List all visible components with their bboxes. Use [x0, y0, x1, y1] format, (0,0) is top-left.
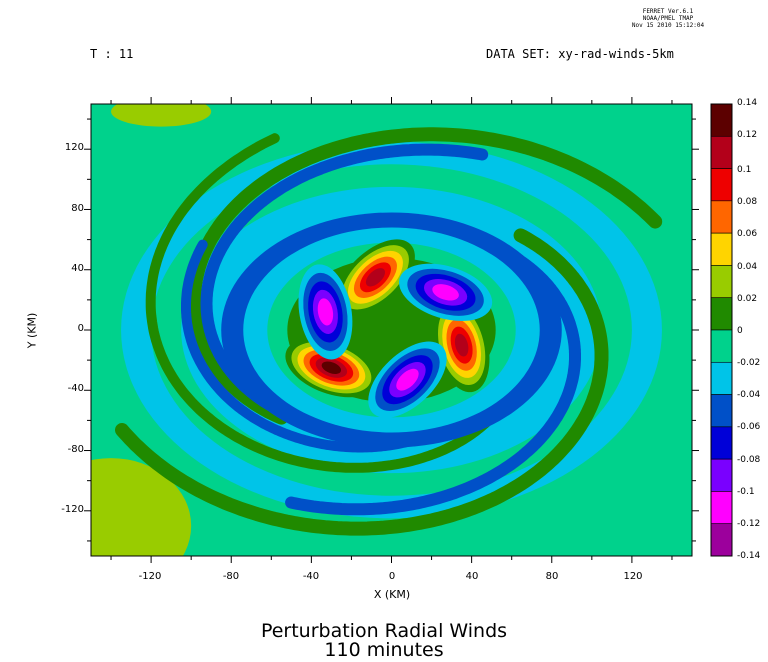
colorbar-swatch [710, 361, 733, 395]
y-tick-label: 40 [71, 263, 84, 274]
colorbar-frame [710, 103, 733, 557]
colorbar-swatch [710, 426, 733, 460]
y-axis-label: Y (KM) [25, 312, 39, 349]
spiral-band [187, 127, 663, 425]
spiral-band [115, 228, 609, 536]
chart-title: Perturbation Radial Winds [260, 620, 508, 642]
colorbar-swatch [710, 200, 733, 234]
y-tick-label: 80 [71, 203, 84, 214]
x-tick-label: -40 [302, 571, 320, 582]
x-tick-label: -120 [138, 571, 162, 582]
x-tick-label: 80 [545, 571, 559, 582]
colorbar-label: -0.06 [737, 422, 761, 432]
stamp-line: Nov 15 2010 15:12:04 [631, 22, 705, 29]
negative-lobe [432, 284, 459, 301]
y-tick-label: 0 [77, 323, 84, 334]
colorbar-label: 0.06 [737, 229, 758, 239]
chart-subtitle: 110 minutes [324, 639, 444, 661]
colorbar-swatch [710, 491, 733, 525]
y-tick-label: -120 [61, 504, 84, 515]
positive-lobe [454, 333, 469, 357]
colorbar-label: 0.04 [737, 262, 758, 272]
positive-lobe [321, 361, 342, 374]
colorbar-label: 0.12 [737, 130, 758, 140]
colorbar-label: -0.1 [737, 487, 755, 497]
negative-lobe [317, 298, 334, 326]
colorbar-label: 0.1 [737, 165, 752, 175]
contour-field [91, 104, 692, 556]
colorbar-label: -0.14 [737, 551, 761, 561]
colorbar-swatch [710, 135, 733, 169]
corner-patch [91, 458, 192, 556]
stamp-line: FERRET Ver.6.1 [642, 8, 694, 15]
negative-lobe [396, 368, 419, 391]
x-tick-label: 120 [623, 571, 643, 582]
axis-ticks [84, 97, 699, 563]
colorbar-label: 0.02 [737, 294, 758, 304]
x-axis-label: X (KM) [373, 588, 411, 601]
colorbar [710, 103, 733, 557]
colorbar-swatch [710, 103, 733, 137]
stamp-line: NOAA/PMEL TMAP [642, 15, 694, 22]
corner-patch [111, 104, 212, 127]
colorbar-label: 0.14 [737, 98, 758, 108]
colorbar-swatch [710, 523, 733, 557]
colorbar-swatch [710, 394, 733, 428]
colorbar-label: -0.12 [737, 519, 761, 529]
y-tick-label: -40 [67, 383, 84, 394]
colorbar-swatch [710, 329, 733, 363]
positive-lobe [365, 268, 386, 287]
colorbar-swatch [710, 232, 733, 266]
colorbar-swatch [710, 458, 733, 492]
colorbar-swatch [710, 168, 733, 202]
spiral-band [145, 133, 519, 473]
time-label: T : 11 [90, 47, 134, 61]
y-tick-label: -80 [67, 444, 84, 455]
colorbar-label: 0 [737, 326, 743, 336]
dataset-label: DATA SET: xy-rad-winds-5km [486, 47, 674, 61]
colorbar-label: -0.08 [737, 455, 761, 465]
x-tick-label: -80 [222, 571, 240, 582]
colorbar-label: -0.04 [737, 390, 761, 400]
ferret-stamp: FERRET Ver.6.1 NOAA/PMEL TMAP Nov 15 201… [620, 8, 716, 29]
colorbar-swatch [710, 265, 733, 299]
colorbar-label: -0.02 [737, 358, 761, 368]
x-tick-label: 40 [465, 571, 479, 582]
colorbar-swatch [710, 297, 733, 331]
x-tick-label: 0 [388, 571, 396, 582]
colorbar-label: 0.08 [737, 197, 758, 207]
y-tick-label: 120 [64, 142, 84, 153]
